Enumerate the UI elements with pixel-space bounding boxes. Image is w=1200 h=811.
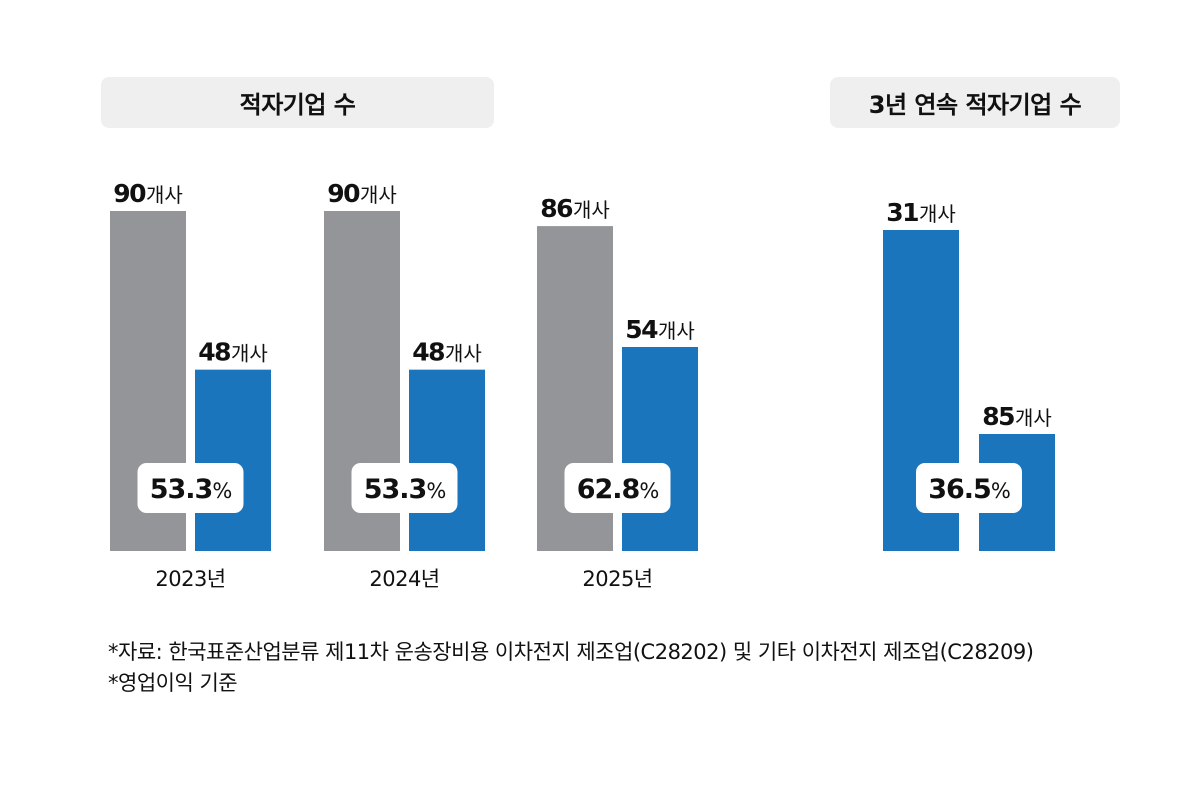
source-notes: *자료: 한국표준산업분류 제11차 운송장비용 이차전지 제조업(C28202…: [108, 637, 1034, 699]
year-label: 2024년: [369, 567, 439, 591]
bar-chart: 90개사 48개사 53.3% 2023년 90개사 48개사 53.3% 2024년 86개사…: [110, 179, 1055, 591]
bar-value-label: 48개사: [198, 338, 268, 367]
ratio-badge: [351, 463, 458, 513]
bar-value-label: 48개사: [412, 338, 482, 367]
bar-value-label: 85개사: [982, 402, 1052, 431]
panel-title-deficit-companies: 적자기업 수: [101, 77, 494, 128]
ratio-label: 53.3%: [364, 474, 446, 505]
bar-value-label: 90개사: [113, 179, 183, 208]
ratio-label: 53.3%: [150, 474, 232, 505]
bar-value-label: 90개사: [327, 179, 397, 208]
bar-value-label: 31개사: [886, 198, 956, 227]
year-label: 2025년: [582, 567, 652, 591]
ratio-label: 36.5%: [928, 474, 1010, 505]
bar-value-label: 86개사: [540, 194, 610, 223]
ratio-badge: [137, 463, 244, 513]
panel-title-three-year-deficit: 3년 연속 적자기업 수: [830, 77, 1120, 128]
bar-blue-deficit: [622, 347, 698, 551]
source-note: *자료: 한국표준산업분류 제11차 운송장비용 이차전지 제조업(C28202…: [108, 640, 1034, 664]
ratio-badge: [916, 463, 1022, 513]
bar-blue-deficit: [409, 369, 485, 551]
basis-note: *영업이익 기준: [108, 671, 238, 695]
ratio-badge: [564, 463, 671, 513]
year-label: 2023년: [155, 567, 225, 591]
bar-blue-deficit: [195, 369, 271, 551]
ratio-label: 62.8%: [577, 474, 659, 505]
bar-value-label: 54개사: [625, 315, 695, 344]
